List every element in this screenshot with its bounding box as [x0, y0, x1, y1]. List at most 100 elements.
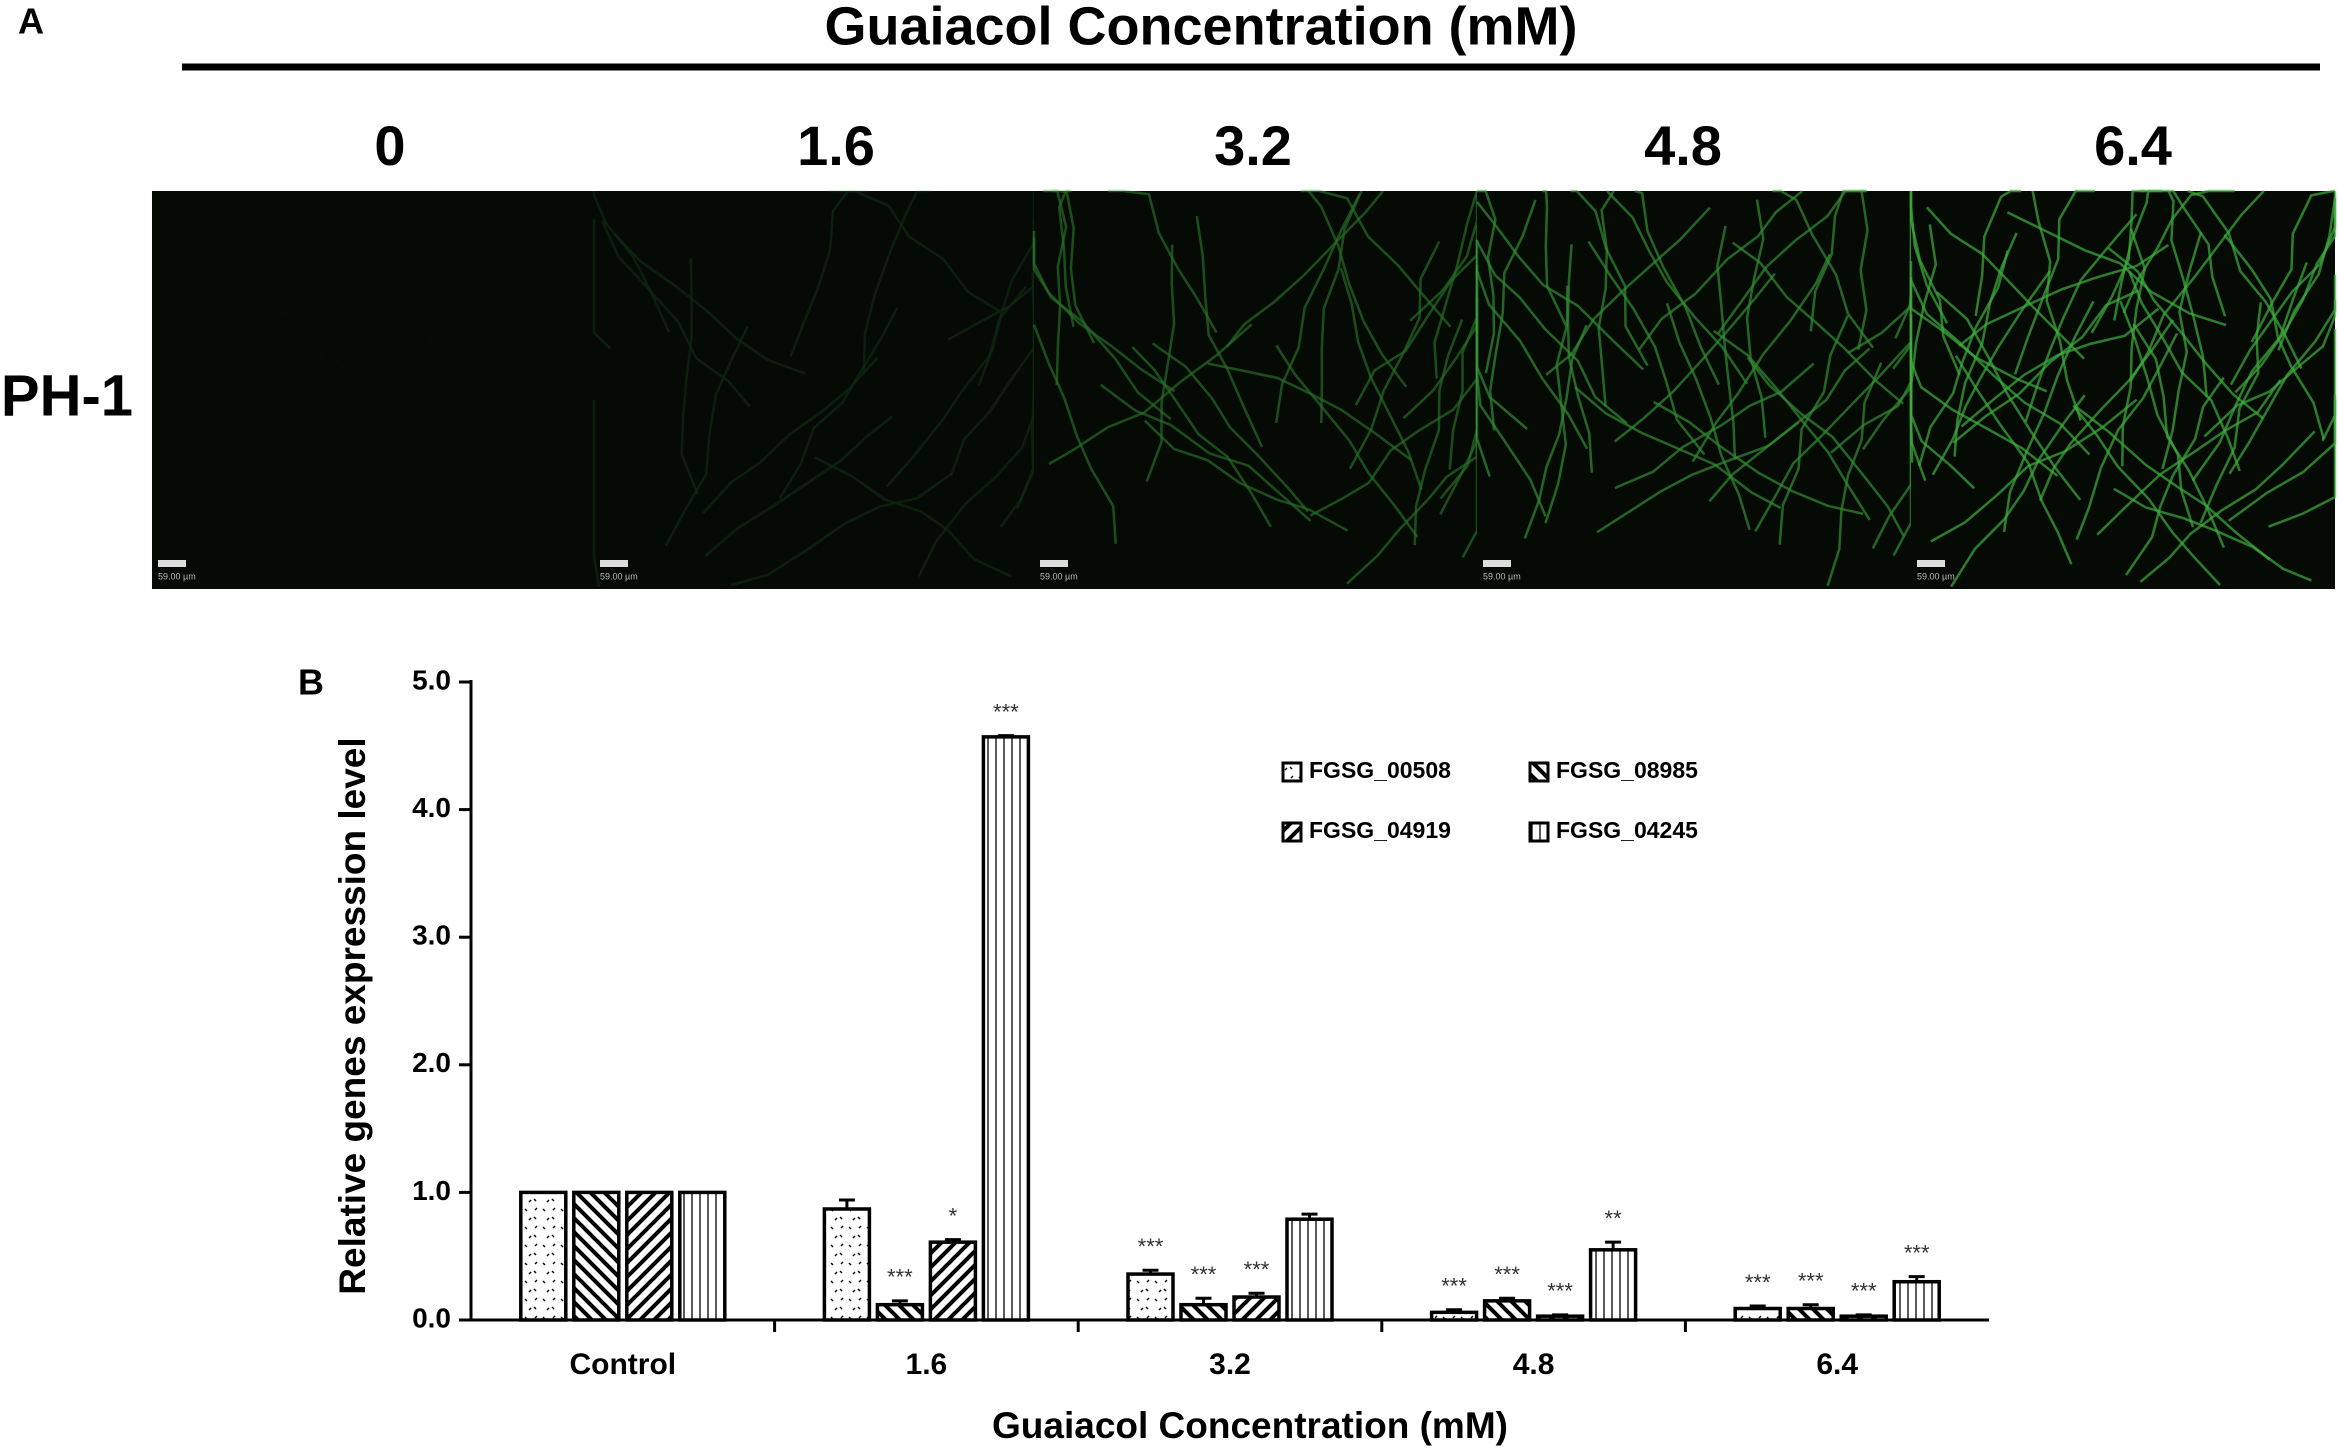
bar — [1588, 1248, 1638, 1322]
hypha — [592, 219, 612, 350]
hypha — [1953, 232, 2018, 457]
hypha — [2075, 332, 2179, 540]
hypha — [1099, 383, 1312, 522]
hypha — [1716, 225, 1737, 460]
error-bar — [1855, 1313, 1872, 1317]
bar — [875, 1302, 925, 1322]
hypha — [1809, 189, 1867, 332]
column-label: 3.2 — [1214, 114, 1292, 177]
micrograph — [152, 191, 594, 589]
hypha — [1433, 190, 1479, 379]
hypha — [1307, 190, 1408, 388]
bar — [1179, 1302, 1228, 1322]
scale-bar-label: 59.00 µm — [158, 571, 196, 581]
y-tick-label: 2.0 — [412, 1047, 451, 1078]
hypha — [1826, 362, 1883, 587]
hyphae — [1032, 189, 1479, 585]
error-bar — [1248, 1291, 1265, 1298]
hypha — [152, 282, 153, 482]
hypha — [2075, 405, 2271, 561]
hypha — [2277, 191, 2337, 351]
hypha — [1320, 190, 1363, 424]
hypha — [1950, 394, 2086, 588]
hypha — [2139, 430, 2316, 583]
y-tick-label: 0.0 — [412, 1302, 451, 1333]
hypha — [2124, 376, 2225, 576]
bar — [1839, 1314, 1888, 1322]
error-bar — [1446, 1308, 1463, 1313]
hypha — [2199, 302, 2263, 524]
bar — [572, 1190, 621, 1322]
significance-label: *** — [1745, 1270, 1771, 1295]
hypha — [2107, 247, 2264, 420]
error-bar — [1499, 1296, 1516, 1301]
significance-label: *** — [1191, 1262, 1217, 1287]
significance-label: *** — [1851, 1279, 1877, 1304]
hypha — [1935, 291, 2082, 501]
hypha — [1143, 419, 1349, 532]
hypha — [1917, 250, 2009, 467]
scale-bar — [600, 560, 628, 567]
column-label: 0 — [374, 114, 405, 177]
hypha — [1032, 231, 1172, 421]
scale-bar — [1917, 560, 1945, 567]
legend-label: FGSG_08985 — [1556, 757, 1698, 783]
scale-bar — [1040, 560, 1068, 567]
hypha — [2024, 213, 2138, 423]
y-tick-label: 3.0 — [412, 920, 451, 951]
hypha — [1226, 190, 1384, 348]
hypha — [1954, 355, 2073, 565]
hypha — [1107, 189, 1218, 334]
hypha — [1909, 191, 1949, 324]
significance-label: ** — [1605, 1206, 1623, 1231]
hypha — [1151, 342, 1309, 513]
legend-swatch — [1281, 821, 1303, 843]
bar — [1482, 1299, 1532, 1322]
legend-swatch — [1281, 761, 1303, 783]
micrograph — [1911, 191, 2335, 589]
bar — [1892, 1279, 1941, 1322]
significance-label: *** — [1441, 1274, 1467, 1299]
hypha — [1634, 189, 1720, 386]
bar — [1232, 1295, 1281, 1322]
hypha — [2096, 379, 2282, 536]
significance-label: *** — [1547, 1279, 1573, 1304]
hypha — [1413, 319, 1464, 546]
error-bar — [838, 1198, 855, 1209]
hypha — [1274, 193, 1361, 424]
hypha — [1587, 240, 1706, 456]
hypha — [2006, 211, 2227, 327]
panel-label: B — [298, 662, 324, 703]
hypha — [1925, 206, 2085, 360]
hypha — [2223, 233, 2326, 440]
significance-label: *** — [1138, 1234, 1164, 1259]
hypha — [1477, 189, 1497, 374]
x-tick-label: 3.2 — [1209, 1348, 1251, 1381]
hypha — [1960, 307, 2160, 428]
error-bar — [1552, 1313, 1569, 1317]
significance-label: *** — [887, 1265, 913, 1290]
hypha — [664, 325, 749, 547]
significance-label: *** — [1244, 1257, 1270, 1282]
hypha — [1523, 324, 1588, 539]
bar — [1285, 1217, 1334, 1322]
bar — [1733, 1306, 1782, 1322]
legend-swatch — [1528, 761, 1550, 783]
micrograph — [1034, 191, 1477, 589]
column-label: 4.8 — [1644, 114, 1722, 177]
hypha — [1606, 190, 1749, 385]
hypha — [592, 400, 601, 588]
error-bar — [1802, 1303, 1819, 1309]
hypha — [778, 307, 899, 499]
error-bar — [997, 734, 1014, 738]
significance-label: *** — [1494, 1262, 1520, 1287]
hypha — [730, 472, 954, 587]
y-axis-label: Relative genes expression level — [332, 737, 373, 1294]
hypha — [704, 415, 894, 557]
legend-label: FGSG_00508 — [1309, 757, 1451, 783]
bar — [678, 1190, 727, 1322]
bar — [519, 1190, 568, 1322]
hypha — [1275, 344, 1419, 538]
error-bar — [891, 1299, 908, 1305]
hypha — [2002, 300, 2095, 533]
